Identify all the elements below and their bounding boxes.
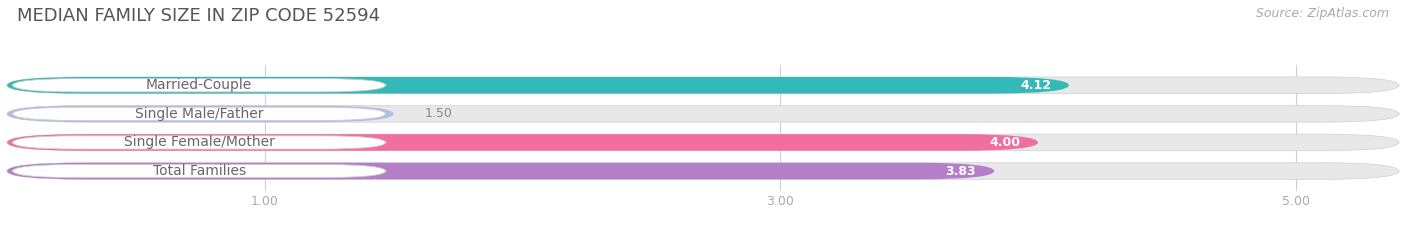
FancyBboxPatch shape — [7, 77, 1399, 94]
FancyBboxPatch shape — [7, 134, 1399, 151]
FancyBboxPatch shape — [7, 77, 1069, 94]
FancyBboxPatch shape — [13, 136, 385, 149]
FancyBboxPatch shape — [13, 164, 385, 178]
FancyBboxPatch shape — [7, 106, 394, 122]
FancyBboxPatch shape — [13, 79, 385, 92]
Text: Total Families: Total Families — [152, 164, 246, 178]
Text: 1.50: 1.50 — [425, 107, 453, 120]
FancyBboxPatch shape — [7, 163, 1399, 179]
Text: Single Female/Mother: Single Female/Mother — [124, 135, 274, 149]
FancyBboxPatch shape — [7, 134, 1038, 151]
Text: 3.83: 3.83 — [946, 164, 976, 178]
Text: Single Male/Father: Single Male/Father — [135, 107, 263, 121]
Text: MEDIAN FAMILY SIZE IN ZIP CODE 52594: MEDIAN FAMILY SIZE IN ZIP CODE 52594 — [17, 7, 380, 25]
Text: Married-Couple: Married-Couple — [146, 78, 252, 92]
Text: 4.12: 4.12 — [1019, 79, 1050, 92]
FancyBboxPatch shape — [13, 107, 385, 120]
FancyBboxPatch shape — [7, 163, 994, 179]
Text: 4.00: 4.00 — [988, 136, 1021, 149]
FancyBboxPatch shape — [7, 106, 1399, 122]
Text: Source: ZipAtlas.com: Source: ZipAtlas.com — [1256, 7, 1389, 20]
